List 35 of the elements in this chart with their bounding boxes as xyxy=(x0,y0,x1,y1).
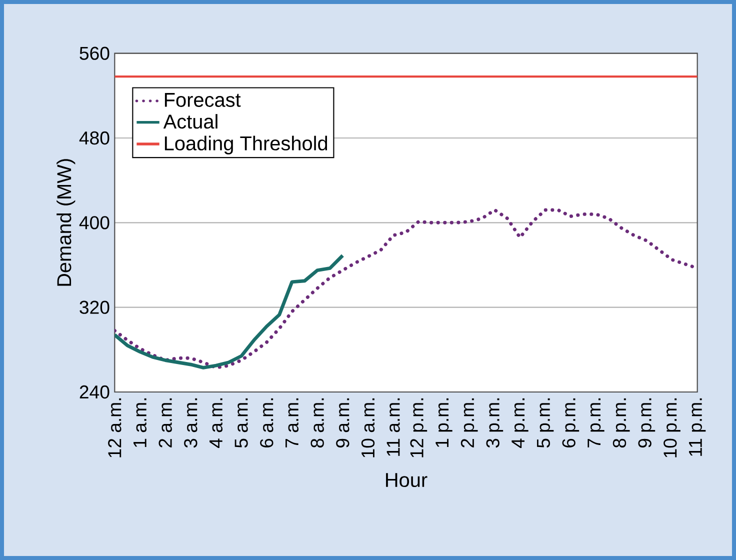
y-tick-label: 320 xyxy=(80,300,110,314)
x-tick-label: 9 a.m. xyxy=(336,398,350,448)
x-tick-label: 11 p.m. xyxy=(689,398,706,456)
line-series xyxy=(114,254,344,370)
x-tick-label: 8 p.m. xyxy=(612,398,630,448)
x-tick-label: 2 p.m. xyxy=(460,398,478,448)
x-tick-label: 7 a.m. xyxy=(286,398,298,448)
legend-label: Loading Threshold xyxy=(164,136,328,154)
x-tick-label: 2 a.m. xyxy=(158,398,172,448)
x-tick-label: 12 a.m. xyxy=(108,398,122,458)
x-axis-title: Hour xyxy=(386,473,428,488)
x-tick-label: 11 a.m. xyxy=(386,398,400,456)
x-tick-label: 10 a.m. xyxy=(361,398,375,458)
x-tick-label: 8 a.m. xyxy=(310,398,324,448)
y-tick-label: 400 xyxy=(79,216,110,230)
x-tick-label: 6 p.m. xyxy=(562,398,580,448)
y-axis-title: Demand (MW) xyxy=(56,159,76,286)
x-tick-label: 5 a.m. xyxy=(234,398,248,448)
x-tick-label: 3 a.m. xyxy=(184,398,198,448)
x-tick-label: 12 p.m. xyxy=(410,398,428,458)
legend-label: Forecast xyxy=(164,93,241,107)
x-tick-label: 3 p.m. xyxy=(486,398,504,448)
x-tick-label: 4 a.m. xyxy=(210,398,222,448)
x-tick-label: 6 a.m. xyxy=(260,398,274,448)
x-tick-label: 9 p.m. xyxy=(638,398,656,448)
y-tick-label: 240 xyxy=(80,385,110,399)
x-tick-label: 1 a.m. xyxy=(134,398,146,447)
x-tick-label: 5 p.m. xyxy=(537,398,554,448)
x-tick-label: 10 p.m. xyxy=(664,398,680,458)
x-tick-label: 1 p.m. xyxy=(436,398,452,447)
legend-label: Actual xyxy=(163,114,218,129)
x-tick-label: 7 p.m. xyxy=(588,398,604,448)
x-tick-label: 4 p.m. xyxy=(512,398,528,448)
y-tick-label: 480 xyxy=(79,131,110,145)
y-tick-label: 560 xyxy=(80,46,110,60)
